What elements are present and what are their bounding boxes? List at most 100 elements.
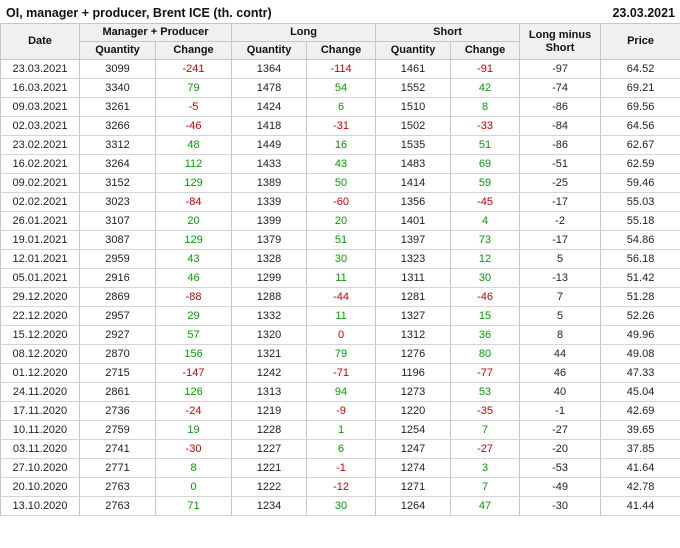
table-row: 22.12.2020 2957 29 1332 11 1327 15 5 52.26 [0,306,680,326]
cell-mp-q: 3264 [79,154,156,174]
cell-date: 09.02.2021 [0,173,80,193]
cell-ls: -30 [519,496,602,516]
cell-long-c: 1 [306,420,377,440]
cell-price: 55.18 [600,211,680,231]
cell-mp-c: 0 [154,477,233,497]
cell-short-q: 1196 [375,363,452,383]
cell-short-q: 1281 [375,287,452,307]
cell-short-q: 1535 [375,135,452,155]
table-row: 23.02.2021 3312 48 1449 16 1535 51 -86 62.67 [0,135,680,155]
cell-short-c: -45 [450,192,521,212]
cell-date: 02.02.2021 [0,192,80,212]
cell-date: 10.11.2020 [0,420,80,440]
cell-ls: -86 [519,97,602,117]
cell-long-c: 30 [306,249,377,269]
cell-date: 29.12.2020 [0,287,80,307]
cell-long-q: 1389 [231,173,308,193]
cell-long-q: 1339 [231,192,308,212]
page-title: OI, manager + producer, Brent ICE (th. c… [6,5,272,20]
cell-mp-q: 2869 [79,287,156,307]
cell-short-q: 1254 [375,420,452,440]
cell-long-c: 51 [306,230,377,250]
cell-mp-c: 20 [154,211,233,231]
cell-long-q: 1379 [231,230,308,250]
cell-short-c: 7 [450,477,521,497]
cell-mp-c: 8 [154,458,233,478]
cell-long-q: 1299 [231,268,308,288]
cell-mp-c: 129 [154,173,233,193]
cell-mp-q: 2736 [79,401,156,421]
cell-short-c: 53 [450,382,521,402]
cell-long-q: 1222 [231,477,308,497]
cell-price: 42.69 [600,401,680,421]
cell-mp-c: -88 [154,287,233,307]
cell-ls: -25 [519,173,602,193]
cell-short-c: 80 [450,344,521,364]
table-row: 26.01.2021 3107 20 1399 20 1401 4 -2 55.18 [0,211,680,231]
column-group-short: Short [375,23,521,42]
column-group-manager-producer: Manager + Producer [78,23,233,42]
cell-mp-q: 3152 [79,173,156,193]
table-row: 29.12.2020 2869 -88 1288 -44 1281 -46 7 51.28 [0,287,680,307]
cell-short-q: 1273 [375,382,452,402]
cell-date: 23.03.2021 [0,59,80,79]
cell-ls: -20 [519,439,602,459]
cell-long-q: 1288 [231,287,308,307]
cell-short-q: 1397 [375,230,452,250]
cell-mp-q: 3312 [79,135,156,155]
cell-date: 08.12.2020 [0,344,80,364]
cell-mp-q: 2763 [79,496,156,516]
cell-date: 13.10.2020 [0,496,80,516]
cell-short-c: 47 [450,496,521,516]
cell-ls: -74 [519,78,602,98]
cell-ls: -97 [519,59,602,79]
cell-long-c: -114 [306,59,377,79]
cell-ls: -27 [519,420,602,440]
table-row: 12.01.2021 2959 43 1328 30 1323 12 5 56.18 [0,249,680,269]
cell-ls: -49 [519,477,602,497]
cell-mp-q: 2957 [79,306,156,326]
cell-long-c: -12 [306,477,377,497]
cell-mp-q: 2759 [79,420,156,440]
cell-short-q: 1414 [375,173,452,193]
cell-long-q: 1242 [231,363,308,383]
cell-mp-q: 2741 [79,439,156,459]
cell-short-q: 1323 [375,249,452,269]
table-row: 27.10.2020 2771 8 1221 -1 1274 3 -53 41.64 [0,458,680,478]
cell-date: 17.11.2020 [0,401,80,421]
cell-mp-q: 3087 [79,230,156,250]
cell-long-q: 1219 [231,401,308,421]
cell-price: 41.44 [600,496,680,516]
cell-price: 37.85 [600,439,680,459]
cell-ls: -1 [519,401,602,421]
cell-long-q: 1399 [231,211,308,231]
cell-long-q: 1418 [231,116,308,136]
cell-price: 42.78 [600,477,680,497]
table-row: 10.11.2020 2759 19 1228 1 1254 7 -27 39.65 [0,420,680,440]
cell-price: 51.42 [600,268,680,288]
report-date: 23.03.2021 [612,5,675,20]
cell-short-q: 1356 [375,192,452,212]
cell-mp-c: 79 [154,78,233,98]
table-row: 15.12.2020 2927 57 1320 0 1312 36 8 49.96 [0,325,680,345]
cell-short-c: 42 [450,78,521,98]
cell-long-q: 1227 [231,439,308,459]
cell-long-c: 11 [306,268,377,288]
column-header-short-change: Change [450,41,521,60]
cell-short-q: 1502 [375,116,452,136]
cell-price: 69.56 [600,97,680,117]
cell-ls: -17 [519,230,602,250]
cell-mp-q: 3099 [79,59,156,79]
cell-long-c: 16 [306,135,377,155]
cell-long-c: 30 [306,496,377,516]
cell-short-q: 1312 [375,325,452,345]
cell-mp-q: 2763 [79,477,156,497]
cell-date: 12.01.2021 [0,249,80,269]
cell-long-c: -9 [306,401,377,421]
cell-mp-c: 112 [154,154,233,174]
column-header-short-quantity: Quantity [375,41,452,60]
cell-mp-c: 43 [154,249,233,269]
cell-price: 62.59 [600,154,680,174]
cell-long-q: 1321 [231,344,308,364]
cell-price: 51.28 [600,287,680,307]
